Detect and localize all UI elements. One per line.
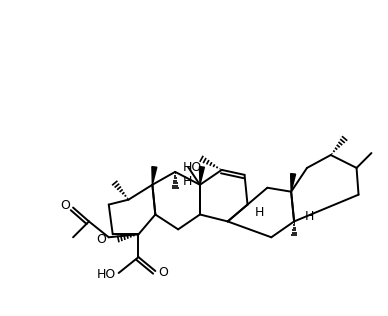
Text: O: O <box>60 199 70 212</box>
Text: HO: HO <box>182 161 202 174</box>
Polygon shape <box>152 167 157 185</box>
Text: H: H <box>182 175 192 188</box>
Text: O: O <box>158 266 168 279</box>
Text: O: O <box>96 233 106 246</box>
Polygon shape <box>199 167 204 185</box>
Text: HO: HO <box>97 269 116 282</box>
Text: H: H <box>304 210 314 223</box>
Text: H: H <box>255 206 264 219</box>
Polygon shape <box>291 173 296 192</box>
